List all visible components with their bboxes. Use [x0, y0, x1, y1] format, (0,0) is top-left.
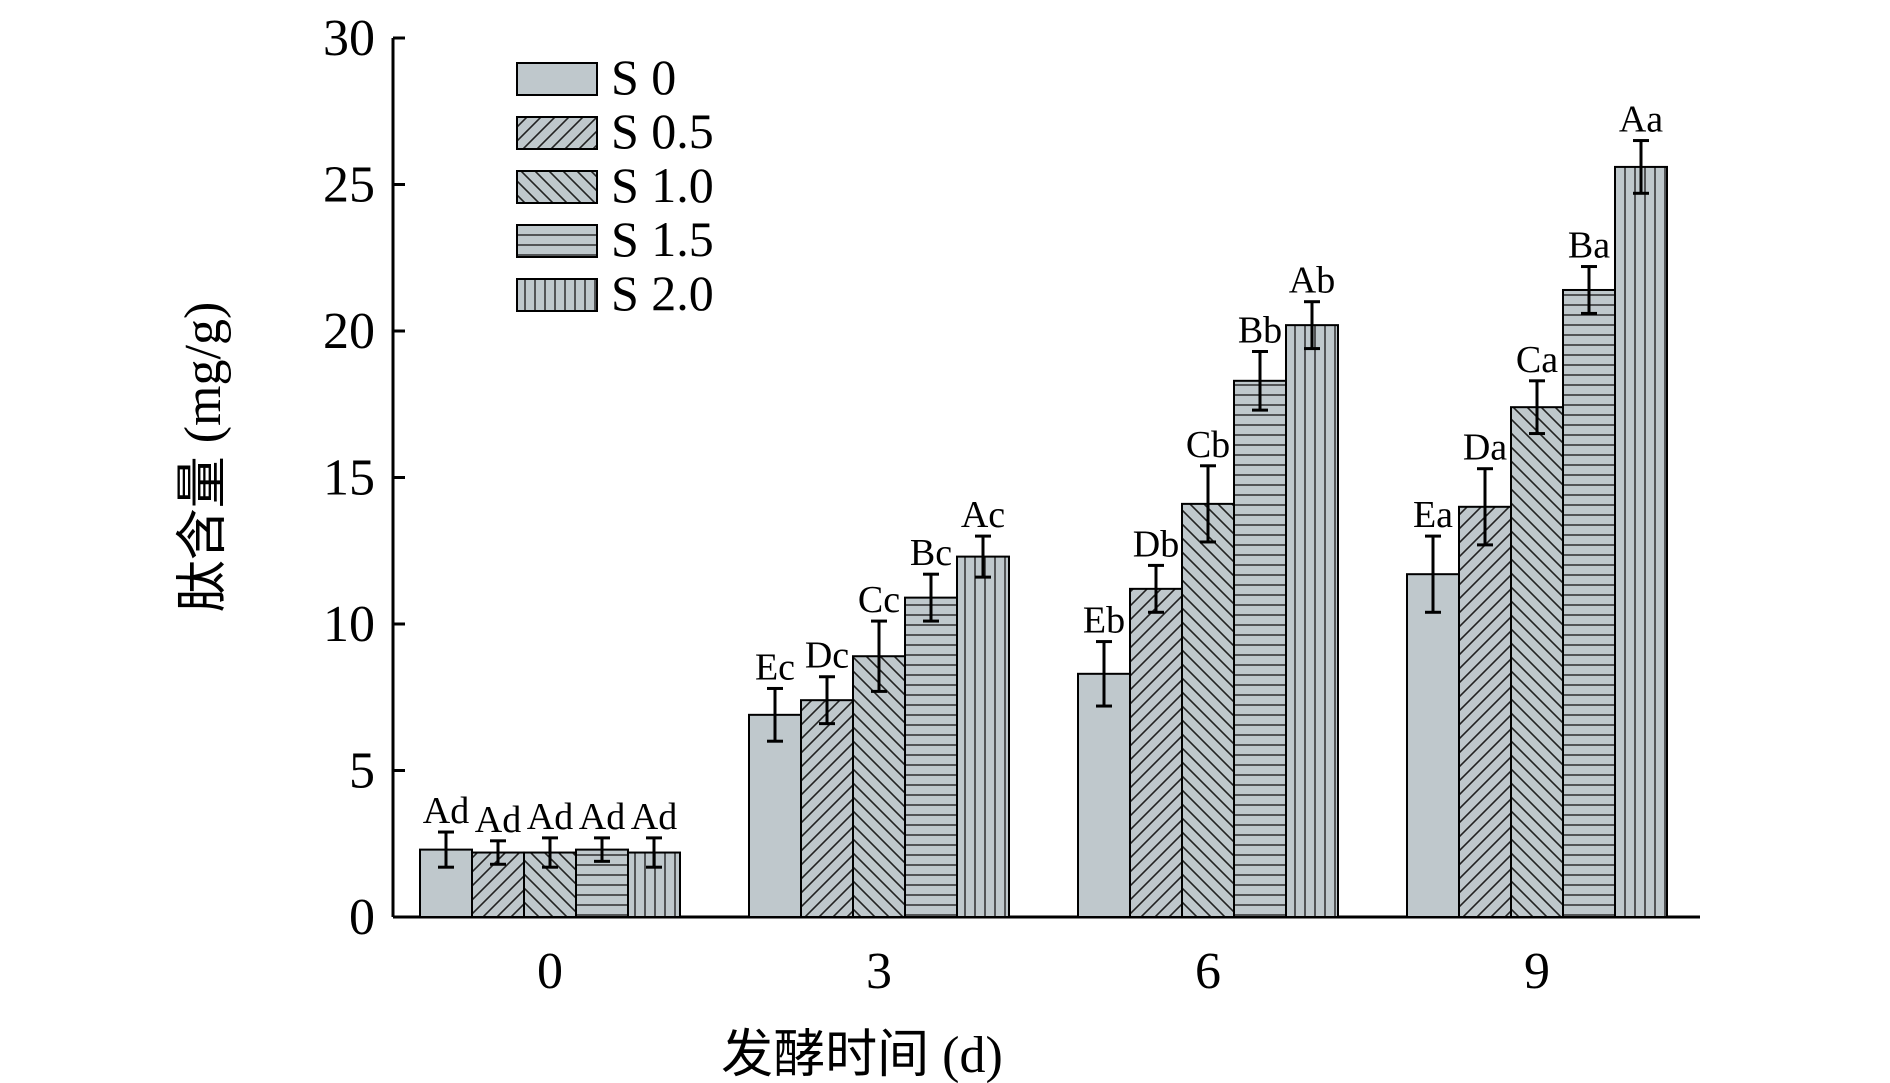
y-tick-label: 5 [349, 743, 375, 800]
legend-swatch [516, 278, 598, 312]
bar [904, 596, 958, 918]
significance-label: Cb [1186, 424, 1230, 466]
significance-label: Ba [1568, 225, 1610, 267]
bar [1077, 672, 1131, 918]
bar [1406, 573, 1460, 918]
legend-swatch [516, 116, 598, 150]
legend-swatch [516, 62, 598, 96]
significance-label: Ac [961, 494, 1005, 536]
y-tick-label: 10 [323, 596, 375, 653]
bar [852, 655, 906, 918]
x-axis-title: 发酵时间 (d) [721, 1027, 1003, 1083]
x-tick-label: 9 [1524, 943, 1550, 1000]
significance-label: Eb [1083, 600, 1125, 642]
x-tick-label: 0 [537, 943, 563, 1000]
bar [1562, 288, 1616, 919]
significance-label: Ab [1289, 260, 1335, 302]
legend-swatch [516, 224, 598, 258]
significance-label: Bb [1238, 310, 1282, 352]
y-axis-title: 肽含量 (mg/g) [175, 302, 232, 613]
bar [748, 713, 802, 919]
significance-label: Ad [579, 796, 625, 838]
legend-label: S 0 [611, 49, 676, 105]
legend-label: S 0.5 [611, 103, 714, 159]
x-tick-label: 6 [1195, 943, 1221, 1000]
significance-label: Ad [631, 796, 677, 838]
significance-label: Bc [910, 532, 952, 574]
significance-label: Da [1463, 427, 1507, 469]
legend-swatch [516, 170, 598, 204]
y-tick-label: 20 [323, 303, 375, 360]
significance-label: Ca [1516, 339, 1558, 381]
x-tick-label: 3 [866, 943, 892, 1000]
significance-label: Db [1133, 523, 1179, 565]
legend: S 0S 0.5S 1.0S 1.5S 2.0 [516, 49, 714, 321]
y-tick-label: 15 [323, 450, 375, 507]
bar [1129, 587, 1183, 919]
bar [1181, 502, 1235, 918]
bar [1614, 165, 1668, 919]
significance-label: Cc [858, 579, 900, 621]
bar [800, 699, 854, 918]
legend-label: S 1.0 [611, 157, 714, 213]
bar [1285, 324, 1339, 918]
significance-label: Ad [423, 790, 469, 832]
bar [1233, 379, 1287, 918]
y-tick-label: 25 [323, 157, 375, 214]
bar [1458, 505, 1512, 918]
significance-label: Ad [475, 799, 521, 841]
legend-label: S 1.5 [611, 211, 714, 267]
y-tick-label: 0 [349, 889, 375, 946]
significance-label: Ea [1413, 494, 1453, 536]
significance-label: Ad [527, 796, 573, 838]
significance-label: Ec [755, 646, 795, 688]
legend-label: S 2.0 [611, 265, 714, 321]
plot-area: 0 5 10 15 20 25 30 0 3 6 9 Ad Ec Eb Ea Ad Dc Db Da Ad Cc Cb Ca… [323, 10, 1700, 1000]
significance-label: Aa [1619, 99, 1663, 141]
significance-label: Dc [805, 635, 849, 677]
y-tick-label: 30 [323, 10, 375, 67]
bar [1510, 406, 1564, 918]
bar [956, 555, 1010, 918]
